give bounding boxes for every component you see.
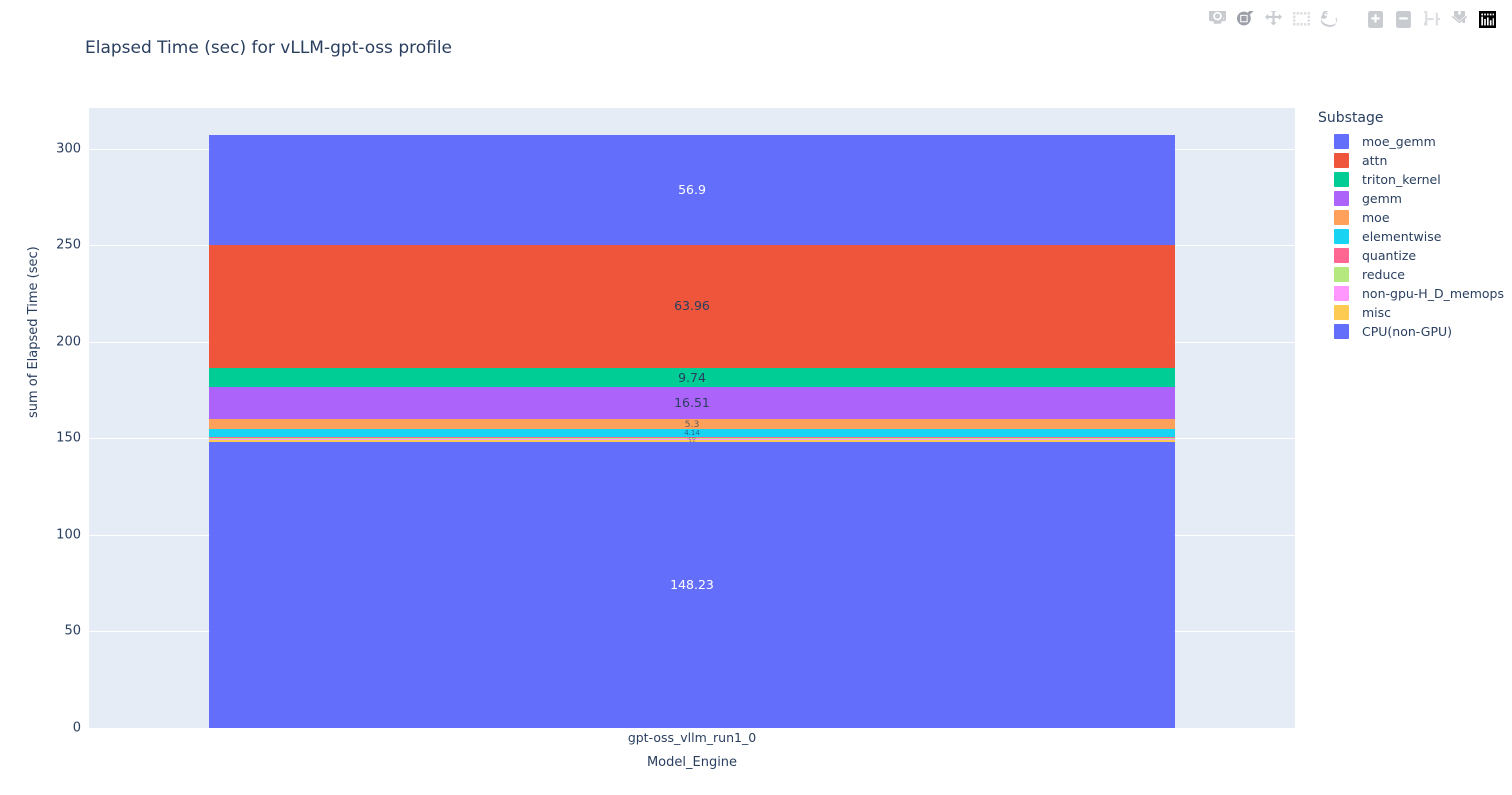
lasso-select-icon[interactable] bbox=[1318, 8, 1340, 30]
autoscale-icon[interactable] bbox=[1420, 8, 1442, 30]
bar-segment-label: 0.4 bbox=[689, 439, 695, 440]
pan-move-icon[interactable] bbox=[1262, 8, 1284, 30]
legend-swatch-icon bbox=[1334, 210, 1349, 225]
legend-swatch-icon bbox=[1334, 229, 1349, 244]
legend-item-triton_kernel[interactable]: triton_kernel bbox=[1318, 170, 1508, 189]
bar-segment-label: 1.1 bbox=[689, 440, 695, 442]
legend-item-elementwise[interactable]: elementwise bbox=[1318, 227, 1508, 246]
legend-item-attn[interactable]: attn bbox=[1318, 151, 1508, 170]
bar-segment-label: 16.51 bbox=[674, 394, 710, 410]
legend-item-gemm[interactable]: gemm bbox=[1318, 189, 1508, 208]
legend-swatch-icon bbox=[1334, 134, 1349, 149]
bar-segment-label: 9.74 bbox=[678, 369, 706, 385]
legend-item-moe[interactable]: moe bbox=[1318, 208, 1508, 227]
legend-swatch-icon bbox=[1334, 248, 1349, 263]
bar-segment-quantize[interactable]: 0.6 bbox=[209, 437, 1175, 439]
legend-item-label: moe_gemm bbox=[1362, 134, 1436, 149]
gridline bbox=[89, 728, 1295, 729]
bar-segment-non-gpu-H_D_memops[interactable]: 0.4 bbox=[209, 438, 1175, 440]
plot-area[interactable]: 148.231.10.40.250.64.145.316.519.7463.96… bbox=[89, 108, 1295, 729]
page-title: Elapsed Time (sec) for vLLM-gpt-oss prof… bbox=[85, 38, 453, 58]
zoom-out-minus-icon[interactable] bbox=[1392, 8, 1414, 30]
reset-axes-home-icon[interactable] bbox=[1448, 8, 1470, 30]
plotly-logo-icon[interactable] bbox=[1476, 8, 1498, 30]
legend-item-label: moe bbox=[1362, 210, 1390, 225]
bar-segment-triton_kernel[interactable]: 9.74 bbox=[209, 368, 1175, 388]
legend-item-moe_gemm[interactable]: moe_gemm bbox=[1318, 132, 1508, 151]
box-select-icon[interactable] bbox=[1290, 8, 1312, 30]
bar-segment-moe[interactable]: 5.3 bbox=[209, 419, 1175, 430]
legend-item-label: triton_kernel bbox=[1362, 172, 1441, 187]
legend-item-label: gemm bbox=[1362, 191, 1402, 206]
legend-item-label: non-gpu-H_D_memops bbox=[1362, 286, 1504, 301]
x-axis-tick-label: gpt-oss_vllm_run1_0 bbox=[627, 730, 757, 745]
legend-swatch-icon bbox=[1334, 191, 1349, 206]
legend-swatch-icon bbox=[1334, 153, 1349, 168]
y-axis-tick: 300 bbox=[56, 141, 81, 157]
legend-item-label: misc bbox=[1362, 305, 1392, 320]
legend-item-label: reduce bbox=[1362, 267, 1405, 282]
y-axis-ticks: 0 50 100 150 200 250 300 bbox=[0, 108, 81, 735]
bar-segment-label: 4.14 bbox=[684, 429, 700, 437]
y-axis-tick: 150 bbox=[56, 430, 81, 446]
bar-segment-label: 148.23 bbox=[670, 576, 714, 592]
legend-item-label: attn bbox=[1362, 153, 1388, 168]
y-axis-tick: 200 bbox=[56, 334, 81, 350]
bar-segment-label: 5.3 bbox=[684, 419, 700, 430]
bar-segment-CPU(non-GPU)[interactable]: 148.23 bbox=[209, 441, 1175, 728]
legend-title: Substage bbox=[1318, 110, 1384, 126]
legend-item-label: CPU(non-GPU) bbox=[1362, 324, 1453, 339]
y-axis-tick: 250 bbox=[56, 237, 81, 253]
modebar[interactable] bbox=[1206, 8, 1498, 30]
legend-swatch-icon bbox=[1334, 172, 1349, 187]
legend-swatch-icon bbox=[1334, 305, 1349, 320]
y-axis-tick: 100 bbox=[56, 527, 81, 543]
legend-swatch-icon bbox=[1334, 286, 1349, 301]
bar-segment-elementwise[interactable]: 4.14 bbox=[209, 429, 1175, 438]
legend-swatch-icon bbox=[1334, 267, 1349, 282]
legend-swatch-icon bbox=[1334, 324, 1349, 339]
download-camera-icon[interactable] bbox=[1206, 8, 1228, 30]
bar-segment-attn[interactable]: 63.96 bbox=[209, 244, 1175, 369]
bar-segment-label: 56.9 bbox=[678, 181, 706, 197]
y-axis-tick: 50 bbox=[64, 623, 81, 639]
bar-segment-misc[interactable]: 1.1 bbox=[209, 439, 1175, 442]
zoom-in-plus-icon[interactable] bbox=[1364, 8, 1386, 30]
legend[interactable]: Substage moe_gemm attn triton_kernel gemm mo… bbox=[1318, 110, 1508, 341]
x-axis-title: Model_Engine bbox=[646, 755, 738, 770]
zoom-magnifier-icon[interactable] bbox=[1234, 8, 1256, 30]
y-axis-title: sum of Elapsed Time (sec) bbox=[26, 246, 41, 418]
bar-segment-label: 63.96 bbox=[674, 298, 710, 314]
bar-segment-label: 0.6 bbox=[689, 437, 695, 438]
legend-item-reduce[interactable]: reduce bbox=[1318, 265, 1508, 284]
legend-item-misc[interactable]: misc bbox=[1318, 303, 1508, 322]
legend-item-label: elementwise bbox=[1362, 229, 1442, 244]
legend-item-quantize[interactable]: quantize bbox=[1318, 246, 1508, 265]
bar-stack-gpt-oss_vllm_run1_0[interactable]: 148.231.10.40.250.64.145.316.519.7463.96… bbox=[209, 135, 1175, 728]
legend-item-label: quantize bbox=[1362, 248, 1417, 263]
bar-segment-moe_gemm[interactable]: 56.9 bbox=[209, 135, 1175, 245]
bar-segment-gemm[interactable]: 16.51 bbox=[209, 387, 1175, 420]
legend-item-CPU(non-GPU)[interactable]: CPU(non-GPU) bbox=[1318, 322, 1508, 341]
y-axis-tick: 0 bbox=[72, 720, 81, 736]
legend-item-non-gpu-H_D_memops[interactable]: non-gpu-H_D_memops bbox=[1318, 284, 1508, 303]
